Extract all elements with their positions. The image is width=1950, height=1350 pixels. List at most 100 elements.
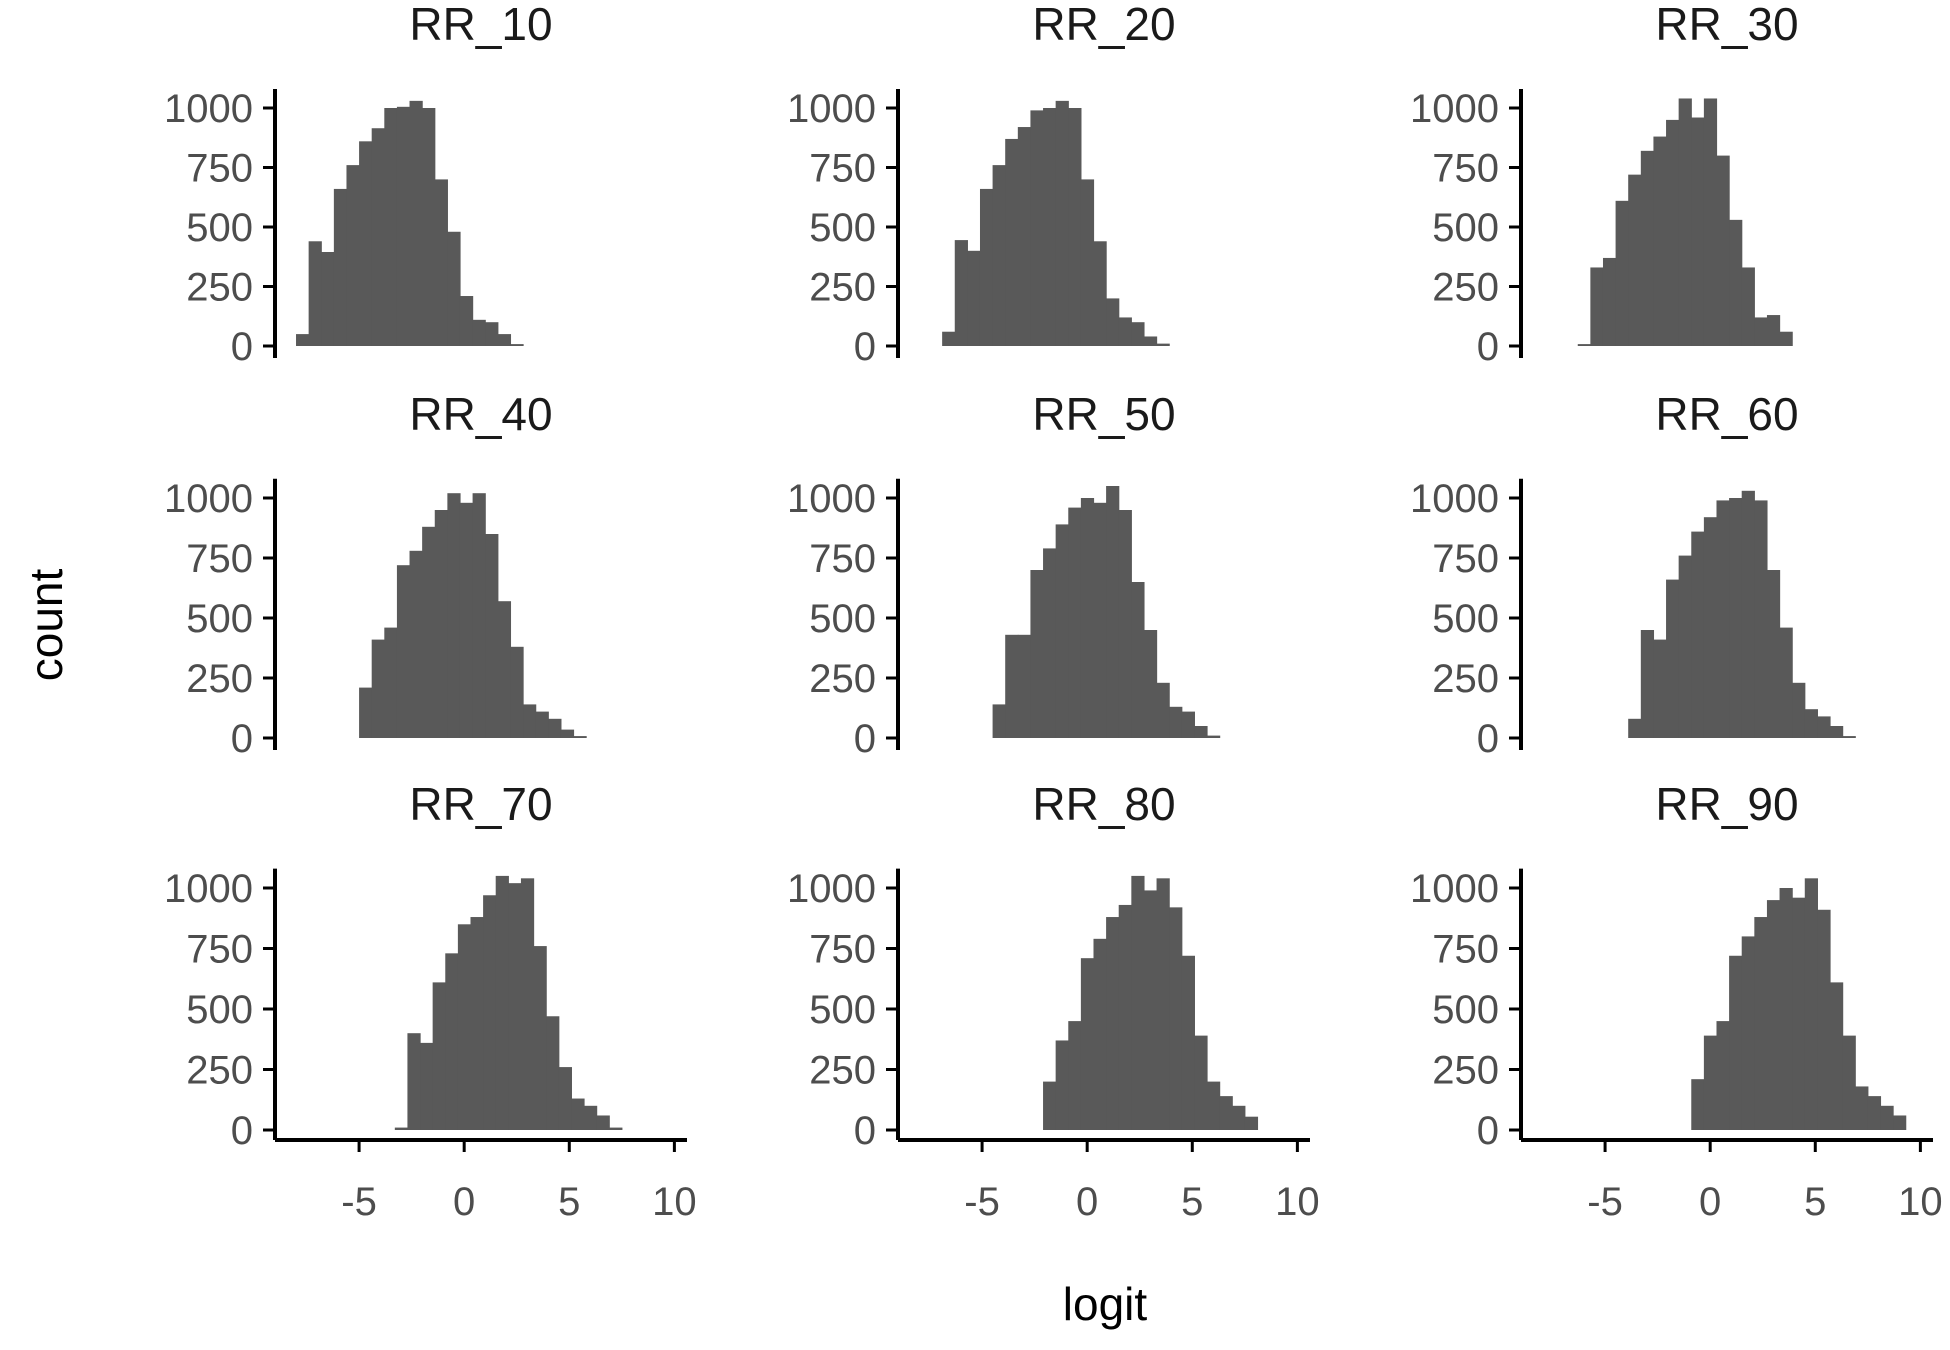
histogram-bar [394, 1127, 409, 1130]
histogram-bar [1855, 1086, 1869, 1130]
histogram-bar [967, 250, 981, 346]
y-tick-label: 500 [186, 206, 253, 250]
facet-panel-RR_80: RR_80 0 250 500 750 1000 -5 0 5 10 [787, 778, 1320, 1224]
histogram-bar [485, 534, 499, 738]
y-tick-label: 1000 [1410, 87, 1499, 131]
y-tick-label: 1000 [164, 87, 253, 131]
histogram-bar [1729, 219, 1743, 346]
histogram-bar [396, 106, 411, 346]
y-tick-label: 1000 [164, 477, 253, 521]
histogram-bar [472, 319, 486, 346]
histogram-bar [472, 493, 486, 738]
histogram-bar [1131, 322, 1145, 346]
histogram-bar [1691, 117, 1705, 347]
panel-title: RR_70 [409, 778, 552, 830]
y-axis-title: count [20, 569, 72, 682]
histogram-bar [459, 296, 474, 346]
y-tick-label: 250 [809, 657, 876, 701]
histogram-bar [942, 331, 956, 346]
histogram-bar [1131, 875, 1145, 1130]
facet-panel-RR_20: RR_20 0 250 500 750 1000 [787, 0, 1176, 369]
histogram-bar [1691, 531, 1705, 738]
y-tick-label: 500 [1432, 206, 1499, 250]
histogram-bar [445, 953, 459, 1130]
histogram-bar [1741, 490, 1755, 738]
histogram-bar [1729, 498, 1743, 738]
y-tick-label: 0 [231, 325, 253, 369]
histogram-bar [1804, 709, 1818, 738]
y-tick-label: 1000 [1410, 477, 1499, 521]
histogram-bar [434, 510, 448, 738]
histogram-bar [497, 334, 512, 346]
y-tick-label: 0 [854, 1109, 876, 1153]
x-tick-label: -5 [964, 1180, 1000, 1224]
y-tick-label: 1000 [787, 477, 876, 521]
x-tick-label: 0 [1699, 1180, 1721, 1224]
histogram-bar [371, 128, 385, 346]
histogram-bar [1754, 317, 1768, 346]
histogram-bar [1232, 1105, 1246, 1130]
histogram-bar [560, 729, 575, 738]
panel-title: RR_40 [409, 388, 552, 440]
histogram-bar [371, 639, 385, 738]
histogram-bar [296, 334, 310, 346]
x-tick-label: 10 [652, 1180, 697, 1224]
histogram-bar [1653, 136, 1667, 346]
panel-title: RR_30 [1655, 0, 1798, 50]
histogram-bar [1880, 1105, 1894, 1130]
histogram-bar [1729, 955, 1743, 1130]
histogram-bar [447, 231, 461, 346]
histogram-bar [1754, 917, 1768, 1130]
histogram-bar [1068, 1021, 1082, 1130]
y-tick-label: 250 [1432, 657, 1499, 701]
histogram-bar [1716, 1021, 1730, 1130]
histogram-bar [1893, 1115, 1907, 1130]
histogram-bar [1156, 878, 1170, 1130]
histogram-bar [1867, 1096, 1882, 1130]
x-tick-label: 0 [453, 1180, 475, 1224]
histogram-bar [321, 251, 335, 346]
histogram-bar [1055, 100, 1069, 346]
histogram-bar [1640, 150, 1655, 346]
y-tick-label: 750 [186, 928, 253, 972]
histogram-bar [1741, 267, 1755, 346]
y-tick-label: 500 [809, 206, 876, 250]
histogram-bar [485, 322, 499, 346]
histogram-bar [1030, 110, 1044, 346]
x-tick-label: -5 [1587, 1180, 1623, 1224]
y-tick-label: 750 [809, 537, 876, 581]
histogram-bar [1106, 298, 1120, 346]
y-tick-label: 250 [1432, 1049, 1499, 1093]
histogram-bar [1093, 241, 1107, 346]
histogram-bar [1194, 726, 1208, 738]
histogram-bar [459, 502, 474, 738]
histogram-bar [1207, 735, 1221, 738]
histogram-bar [1703, 517, 1718, 738]
histogram-bar [1068, 108, 1082, 346]
y-tick-label: 0 [854, 325, 876, 369]
histogram-bar [1156, 343, 1170, 346]
y-tick-label: 750 [809, 928, 876, 972]
x-tick-label: 0 [1076, 1180, 1098, 1224]
histogram-bar [1005, 138, 1019, 346]
y-tick-label: 0 [1477, 1109, 1499, 1153]
facet-panel-RR_50: RR_50 0 250 500 750 1000 [787, 388, 1221, 761]
histogram-bar [523, 704, 537, 738]
histogram-bar [520, 878, 535, 1130]
histogram-bar [1106, 486, 1120, 738]
histogram-bar [384, 108, 398, 346]
histogram-bar [510, 344, 524, 346]
histogram-bar [1842, 1035, 1856, 1130]
histogram-bar [407, 1033, 421, 1130]
histogram-bar [457, 924, 472, 1130]
histogram-bar [1106, 917, 1120, 1130]
histogram-bar [384, 627, 398, 738]
x-tick-label: 5 [1804, 1180, 1826, 1224]
histogram-bar [1093, 502, 1107, 738]
histogram-bar [1653, 639, 1667, 738]
histogram-bar [1779, 331, 1793, 346]
histogram-bar [510, 646, 524, 738]
histogram-bar [1666, 119, 1680, 347]
histogram-bar [1754, 500, 1768, 738]
